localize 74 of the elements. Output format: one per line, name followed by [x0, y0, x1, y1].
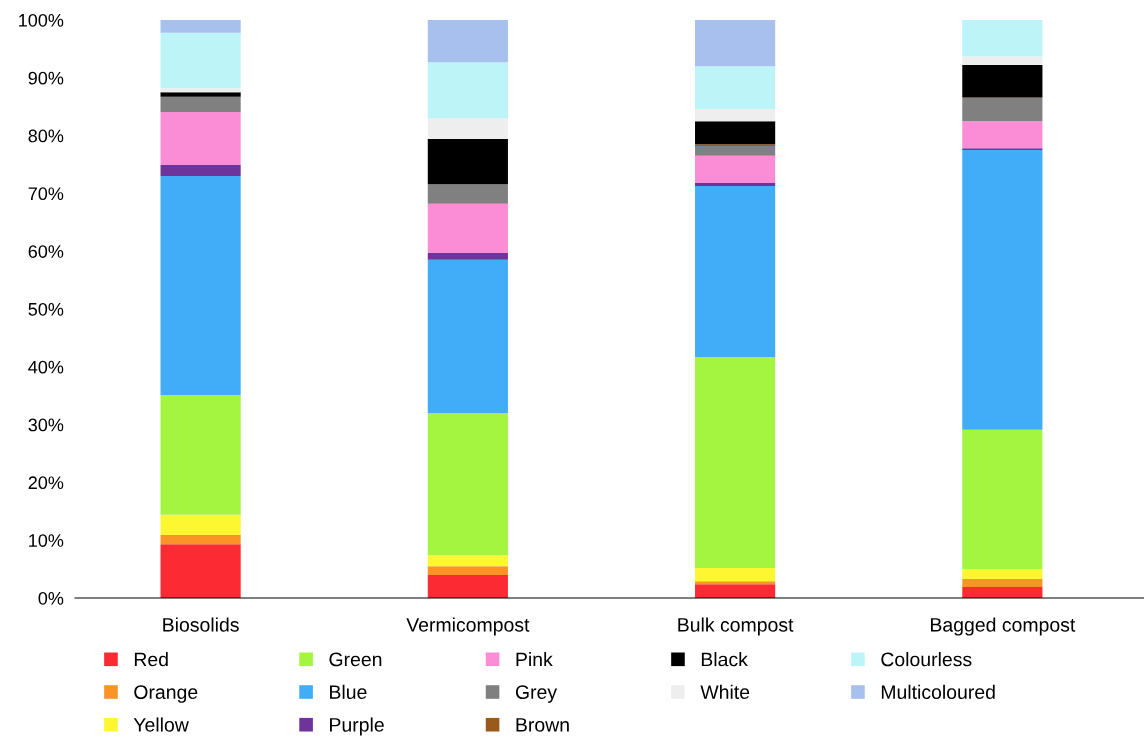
legend-label: Black	[701, 652, 748, 667]
y-tick-label: 0%	[38, 591, 64, 605]
y-tick-label: 30%	[28, 418, 64, 432]
y-tick-label: 90%	[28, 71, 64, 85]
bar	[427, 252, 508, 260]
legend-label: Grey	[515, 685, 558, 703]
bar	[160, 32, 241, 89]
bar	[160, 111, 241, 166]
bar	[160, 96, 241, 112]
bar	[695, 185, 776, 357]
bar	[160, 88, 241, 93]
bar	[695, 146, 776, 156]
y-tick-label: 10%	[29, 534, 64, 547]
bar	[427, 259, 508, 414]
legend-label: Pink	[516, 652, 553, 667]
bar	[962, 56, 1043, 66]
x-tick-label: Vermicompost	[406, 617, 530, 636]
bar	[962, 150, 1043, 430]
legend-label: Blue	[330, 684, 367, 700]
legend-label: Purple	[330, 717, 384, 736]
bar	[160, 165, 241, 177]
bar	[427, 184, 508, 204]
bar	[427, 203, 508, 253]
legend-label: Red	[134, 652, 168, 667]
bar	[160, 20, 241, 33]
bar	[695, 567, 776, 582]
bar	[160, 514, 241, 535]
bar	[962, 578, 1043, 588]
bar	[427, 118, 508, 140]
bar	[160, 395, 241, 515]
bar	[962, 65, 1043, 98]
legend-label: White	[700, 684, 750, 700]
bar	[695, 155, 776, 183]
legend-label: Multicoloured	[881, 684, 995, 700]
bar	[695, 356, 776, 568]
bar	[695, 109, 776, 122]
x-tick-label: Bagged compost	[930, 617, 1076, 636]
bar	[427, 20, 508, 63]
legend-label: Yellow	[133, 717, 189, 732]
bar	[962, 429, 1043, 570]
bar	[962, 20, 1043, 57]
bar	[427, 574, 508, 598]
legend-label: Green	[329, 652, 382, 667]
x-tick-label: Biosolids	[163, 617, 239, 632]
y-tick-label: 40%	[28, 360, 64, 374]
bar	[962, 98, 1043, 122]
bar	[695, 121, 776, 145]
bar	[427, 555, 508, 567]
bar	[427, 139, 508, 185]
legend-label: Colourless	[881, 652, 972, 667]
legend-label: Orange	[134, 685, 198, 703]
bar	[427, 62, 508, 119]
bar	[160, 535, 241, 545]
bar	[695, 584, 776, 598]
y-tick-label: 60%	[28, 245, 64, 258]
x-tick-label: Bulk compost	[678, 617, 794, 636]
y-tick-label: 20%	[28, 476, 64, 490]
y-tick-label: 50%	[28, 302, 64, 316]
bar	[962, 121, 1043, 149]
bar	[427, 566, 508, 575]
bar	[695, 581, 776, 585]
y-tick-label: 100%	[19, 13, 64, 27]
legend-label: Brown	[516, 718, 569, 732]
bar	[962, 587, 1043, 598]
bar	[160, 176, 241, 396]
bar	[695, 66, 776, 110]
y-tick-label: 70%	[28, 187, 64, 201]
y-tick-label: 80%	[28, 129, 64, 143]
bar	[160, 544, 241, 598]
bar	[427, 413, 508, 556]
bar	[962, 569, 1043, 579]
bar	[160, 92, 241, 97]
bar	[695, 20, 776, 67]
bar	[695, 183, 776, 186]
